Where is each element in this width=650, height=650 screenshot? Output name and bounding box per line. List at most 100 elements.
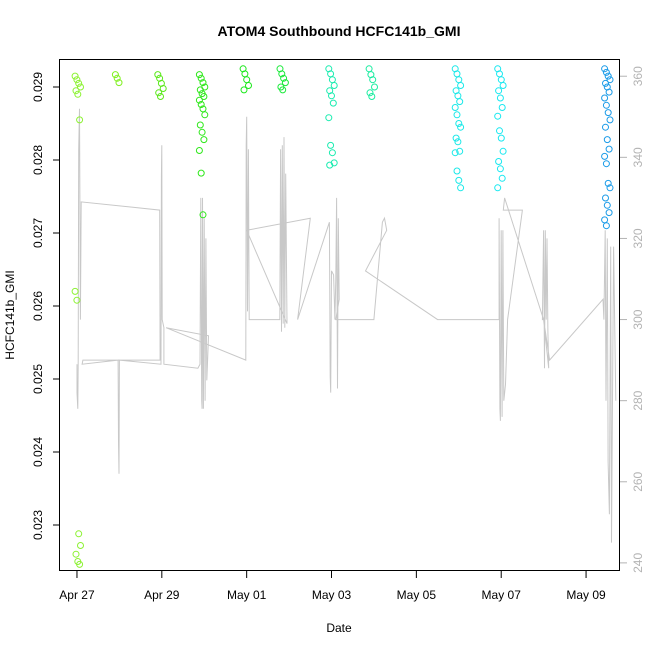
- data-point: [494, 184, 502, 192]
- x-tick-label: May 07: [482, 588, 522, 602]
- data-point: [496, 94, 504, 102]
- y2-tick-label: 340: [631, 147, 645, 167]
- data-point: [496, 127, 503, 135]
- data-point: [77, 542, 84, 549]
- data-point: [456, 98, 464, 106]
- data-point: [606, 116, 614, 124]
- data-point: [75, 79, 83, 87]
- data-point: [604, 109, 612, 117]
- data-point: [601, 65, 609, 73]
- data-point: [602, 79, 609, 87]
- data-point: [278, 70, 286, 78]
- data-point: [496, 165, 504, 173]
- data-point: [200, 136, 208, 144]
- data-point: [159, 85, 167, 92]
- data-point: [245, 82, 252, 89]
- y2-axis: 240 260 280 300 320 340 360: [620, 66, 645, 573]
- data-point: [606, 184, 614, 192]
- data-point: [605, 209, 613, 217]
- data-point: [281, 79, 289, 87]
- data-point: [77, 83, 84, 91]
- data-point: [605, 88, 613, 96]
- data-point: [111, 71, 119, 79]
- data-point: [603, 201, 611, 209]
- data-point: [368, 93, 376, 100]
- plot-frame: [59, 59, 620, 571]
- data-point: [602, 194, 609, 202]
- data-point: [326, 161, 334, 169]
- data-point: [72, 87, 80, 95]
- data-point: [495, 87, 503, 95]
- data-point: [327, 141, 335, 149]
- y-axis: 0.023 0.024 0.025 0.026 0.027 0.028 0.029: [31, 72, 60, 540]
- y-axis-label: HCFC141b_GMI: [3, 270, 17, 359]
- data-point: [451, 104, 459, 111]
- data-point: [115, 79, 123, 87]
- data-point: [455, 176, 463, 184]
- data-point: [76, 560, 84, 568]
- y2-tick-label: 280: [631, 390, 645, 410]
- y2-tick-label: 240: [631, 553, 645, 573]
- x-tick-label: May 01: [227, 588, 267, 602]
- scatter-series: [71, 65, 614, 568]
- x-tick-label: May 03: [312, 588, 352, 602]
- data-point: [73, 296, 81, 304]
- y-tick-label: 0.023: [31, 510, 45, 540]
- data-point: [457, 123, 465, 131]
- data-point: [455, 120, 463, 127]
- data-point: [453, 167, 461, 175]
- data-point: [494, 112, 502, 120]
- data-point: [76, 116, 84, 124]
- y2-tick-label: 320: [631, 228, 645, 248]
- data-point: [604, 179, 612, 187]
- data-point: [605, 145, 613, 153]
- data-point: [74, 90, 82, 98]
- data-point: [154, 71, 162, 79]
- data-point: [329, 99, 337, 107]
- data-point: [454, 138, 462, 146]
- data-point: [75, 530, 83, 538]
- chart-title: ATOM4 Southbound HCFC141b_GMI: [218, 23, 461, 39]
- data-point: [240, 86, 248, 94]
- y-tick-label: 0.024: [31, 437, 45, 467]
- data-point: [606, 76, 614, 84]
- data-point: [157, 93, 164, 100]
- data-point: [197, 74, 205, 82]
- data-point: [195, 147, 203, 154]
- data-point: [602, 68, 610, 76]
- data-point: [113, 74, 121, 82]
- series-line: [76, 108, 617, 543]
- data-point: [195, 96, 203, 104]
- data-point: [279, 86, 287, 94]
- x-tick-label: Apr 27: [59, 588, 95, 602]
- line-series: [76, 108, 617, 543]
- data-point: [601, 152, 609, 160]
- data-point: [199, 79, 207, 87]
- data-point: [199, 211, 207, 219]
- y2-tick-label: 300: [631, 309, 645, 329]
- y-tick-label: 0.028: [31, 145, 45, 175]
- data-point: [366, 89, 374, 97]
- data-point: [71, 287, 79, 295]
- data-point: [602, 160, 610, 168]
- data-point: [603, 136, 611, 144]
- data-point: [197, 169, 205, 177]
- y2-tick-label: 360: [631, 66, 645, 86]
- data-point: [498, 104, 506, 111]
- data-point: [198, 128, 206, 136]
- data-point: [196, 86, 204, 94]
- x-tick-label: Apr 29: [144, 588, 180, 602]
- data-point: [71, 72, 79, 80]
- data-point: [499, 147, 507, 155]
- data-point: [155, 89, 163, 97]
- data-point: [457, 82, 465, 89]
- y-tick-label: 0.025: [31, 364, 45, 394]
- data-point: [280, 74, 288, 82]
- data-point: [451, 149, 459, 157]
- x-tick-label: May 09: [566, 588, 606, 602]
- data-point: [200, 93, 208, 100]
- data-point: [201, 111, 209, 119]
- data-point: [453, 111, 461, 119]
- data-point: [328, 149, 336, 157]
